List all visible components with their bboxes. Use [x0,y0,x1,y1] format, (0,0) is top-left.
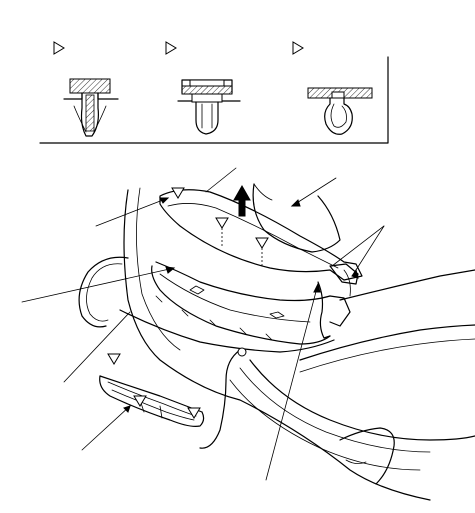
headlight-opening-inner [86,263,123,322]
body-right-mid [299,324,475,361]
clip-b-panel [181,85,233,95]
triangle-icon [133,395,147,407]
callout-leaders [21,167,385,481]
bumper-cover-top [119,309,335,353]
triangle-icon [187,407,201,419]
upper-support-panel [159,189,363,281]
wheel-arch-detail [345,459,367,464]
clip-a-body [80,92,99,137]
clip-b-body [195,101,219,135]
right-stay-bracket [329,295,351,327]
triangle-icon [255,237,269,249]
callout-leader-2 [291,177,337,207]
hood-bracket [252,183,341,253]
arrowhead-icon [313,282,321,293]
bumper-beam-slots [189,285,285,319]
side-bracket [329,263,359,285]
legend-frame [39,56,389,144]
lower-grille [99,375,205,427]
triangle-icon [171,187,185,199]
body-right-lower2 [239,367,431,453]
triangle-icon [292,41,304,55]
arrowhead-icon [290,199,301,207]
bumper-cover-marks [155,295,273,341]
wire-harness [199,349,241,449]
right-stay [317,281,331,339]
right-stay-link [343,269,351,297]
clip-c-body [324,97,353,135]
arrowhead-icon [165,266,176,274]
clip-legend [39,41,389,144]
body-inner-left [136,187,181,351]
body-right-mid2 [299,338,475,373]
bumper-assembly [21,167,475,501]
callout-leader-8 [205,167,237,193]
lower-grille-outer [99,375,205,427]
clip-dashed-lines [221,228,263,268]
callout-leader-4 [21,267,175,303]
body-right-lower [249,359,475,441]
callout-leader-3b [331,225,385,267]
headlight-opening-outer [78,256,129,328]
clip-c-head [331,91,345,99]
clip-a-panel [69,78,111,94]
bumper-beam-lower [151,265,331,345]
upper-support-rib [167,203,339,269]
clip-type-c [292,41,373,135]
clip-a-pin [85,94,95,132]
clip-b-collar [191,93,223,103]
clip-markers [107,187,269,419]
bumper-beam-rib [159,273,311,323]
lower-grille-top [99,375,203,413]
arrowhead-icon [351,268,359,279]
lower-grille-slat-2 [111,389,195,421]
callout-leader-7 [265,283,319,481]
callout-leader-1 [95,197,169,227]
hood-bracket-edge [253,183,273,201]
arrowhead-icon [123,405,131,413]
body-right-top [339,269,475,301]
callout-leader-6 [81,405,131,451]
wheel-arch [339,427,395,485]
bumper-beam-upper [155,261,331,302]
triangle-icon [165,41,177,55]
arrow-up-icon [233,184,251,217]
clip-b-head [189,79,225,87]
triangle-icon [215,217,229,229]
triangle-icon [107,353,121,365]
callout-leader-3a [355,225,385,271]
body-outline-left [123,189,431,501]
clip-a-legs [73,105,107,133]
clip-b-slot [201,103,213,129]
triangle-icon [53,41,65,55]
harness-connector [237,347,247,357]
body-right-lower3 [229,379,421,471]
arrowhead-icon [159,197,170,204]
lift-arrow [233,184,251,217]
callout-leader-5 [63,311,131,383]
clip-c-inner [330,103,347,128]
clip-type-b [165,41,241,135]
clip-type-a [53,41,119,137]
lower-grille-slat-1 [107,381,197,417]
